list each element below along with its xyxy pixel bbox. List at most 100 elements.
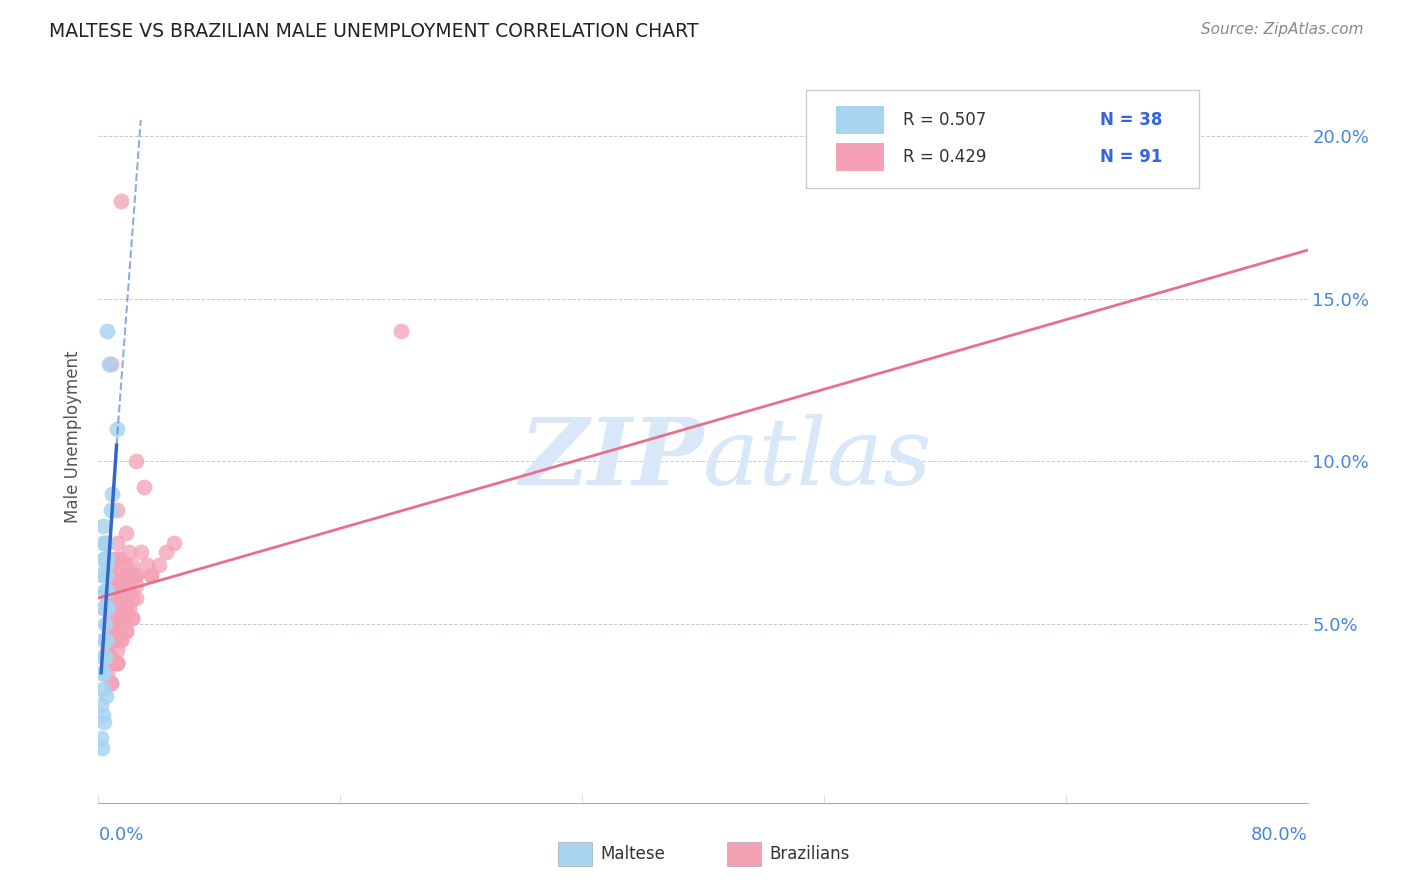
Point	[105, 624, 128, 638]
Point	[163, 535, 186, 549]
Point	[91, 519, 114, 533]
Point	[105, 656, 128, 670]
Point	[110, 574, 132, 589]
Point	[94, 617, 117, 632]
Text: Brazilians: Brazilians	[769, 845, 849, 863]
Point	[100, 503, 122, 517]
Point	[100, 591, 122, 605]
Point	[105, 624, 128, 638]
Point	[101, 600, 124, 615]
Point	[135, 558, 157, 573]
Point	[94, 535, 117, 549]
Point	[114, 558, 136, 573]
Text: 80.0%: 80.0%	[1251, 826, 1308, 844]
Point	[96, 568, 118, 582]
Point	[114, 600, 136, 615]
Point	[96, 552, 118, 566]
Text: ZIP: ZIP	[519, 414, 703, 504]
Point	[110, 633, 132, 648]
Point	[118, 578, 141, 592]
Point	[100, 633, 122, 648]
Point	[93, 649, 115, 664]
Point	[91, 633, 114, 648]
Point	[155, 545, 177, 559]
Point	[93, 552, 115, 566]
Point	[141, 568, 163, 582]
Point	[90, 568, 112, 582]
Point	[141, 568, 163, 582]
Point	[105, 535, 128, 549]
Point	[114, 624, 136, 638]
Point	[110, 610, 132, 624]
Text: Source: ZipAtlas.com: Source: ZipAtlas.com	[1201, 22, 1364, 37]
Point	[114, 568, 136, 582]
Point	[118, 545, 141, 559]
Point	[125, 591, 148, 605]
Point	[110, 568, 132, 582]
Point	[91, 681, 114, 696]
Point	[125, 568, 148, 582]
Point	[125, 568, 148, 582]
Point	[105, 656, 128, 670]
Point	[110, 610, 132, 624]
FancyBboxPatch shape	[837, 143, 884, 171]
Point	[98, 357, 121, 371]
Point	[105, 578, 128, 592]
Point	[114, 610, 136, 624]
Point	[100, 675, 122, 690]
Point	[105, 624, 128, 638]
Point	[93, 714, 115, 729]
Point	[100, 633, 122, 648]
Point	[100, 558, 122, 573]
Point	[105, 656, 128, 670]
Point	[105, 591, 128, 605]
Point	[94, 535, 117, 549]
Point	[110, 578, 132, 592]
Point	[125, 454, 148, 468]
Point	[103, 584, 125, 599]
Point	[389, 325, 412, 339]
Point	[110, 584, 132, 599]
Point	[114, 526, 136, 541]
Point	[91, 740, 114, 755]
Point	[114, 584, 136, 599]
Point	[101, 591, 124, 605]
Point	[125, 578, 148, 592]
Point	[105, 552, 128, 566]
Point	[91, 535, 114, 549]
Text: atlas: atlas	[703, 414, 932, 504]
Point	[96, 325, 118, 339]
Text: Maltese: Maltese	[600, 845, 665, 863]
Text: MALTESE VS BRAZILIAN MALE UNEMPLOYMENT CORRELATION CHART: MALTESE VS BRAZILIAN MALE UNEMPLOYMENT C…	[49, 22, 699, 41]
Point	[121, 558, 143, 573]
Point	[94, 584, 117, 599]
FancyBboxPatch shape	[558, 842, 592, 866]
Point	[96, 568, 118, 582]
Point	[103, 584, 125, 599]
Point	[105, 633, 128, 648]
Point	[121, 568, 143, 582]
Point	[129, 545, 152, 559]
Point	[90, 731, 112, 745]
Point	[96, 643, 118, 657]
Point	[103, 552, 125, 566]
Text: R = 0.507: R = 0.507	[903, 112, 986, 129]
Point	[100, 584, 122, 599]
Point	[91, 568, 114, 582]
Point	[94, 584, 117, 599]
Point	[110, 194, 132, 209]
Point	[132, 480, 155, 494]
Point	[100, 568, 122, 582]
Point	[100, 649, 122, 664]
Point	[90, 665, 112, 680]
Text: R = 0.429: R = 0.429	[903, 148, 986, 166]
Point	[114, 568, 136, 582]
FancyBboxPatch shape	[727, 842, 761, 866]
Point	[118, 600, 141, 615]
Point	[148, 558, 170, 573]
Point	[105, 643, 128, 657]
Point	[101, 624, 124, 638]
Point	[94, 633, 117, 648]
Point	[103, 600, 125, 615]
Point	[114, 600, 136, 615]
